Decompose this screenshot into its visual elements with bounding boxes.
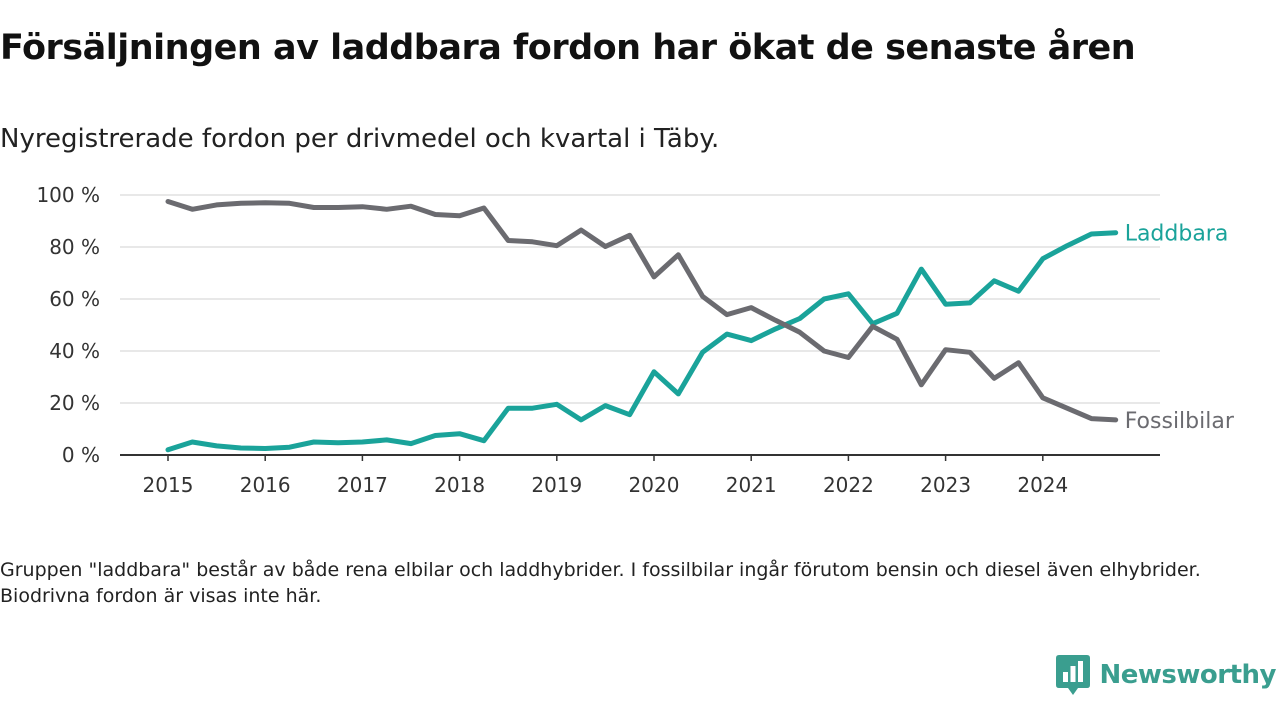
series-line-fossilbilar [165,199,1119,423]
x-tick-label: 2018 [434,473,485,497]
y-tick-label: 60 % [49,287,100,311]
brand-logo: Newsworthy [1055,655,1277,695]
series-label-laddbara: Laddbara [1125,222,1229,247]
x-tick-label: 2024 [1017,473,1068,497]
y-tick-label: 100 % [36,183,100,207]
chart-title: Försäljningen av laddbara fordon har öka… [0,28,1136,68]
y-tick-label: 40 % [49,339,100,363]
x-tick-label: 2020 [629,473,680,497]
footnote: Gruppen "laddbara" består av både rena e… [0,559,1201,607]
x-tick-label: 2017 [337,473,388,497]
series-label-fossilbilar: Fossilbilar [1125,409,1235,434]
series-line-laddbara [165,230,1119,453]
brand-name: Newsworthy [1099,660,1277,690]
x-tick-label: 2015 [143,473,194,497]
x-tick-label: 2023 [920,473,971,497]
x-tick-label: 2016 [240,473,291,497]
newsworthy-logo-icon [1055,655,1090,695]
chart-subtitle: Nyregistrerade fordon per drivmedel och … [0,124,720,154]
x-tick-label: 2019 [531,473,582,497]
x-tick-label: 2022 [823,473,874,497]
y-tick-label: 0 % [62,443,100,467]
line-chart: 0 % 20 % 40 % 60 % 80 % 100 % 2015 2016 2017 2018… [36,183,1235,497]
y-tick-label: 20 % [49,391,100,415]
x-tick-label: 2021 [726,473,777,497]
y-tick-label: 80 % [49,235,100,259]
